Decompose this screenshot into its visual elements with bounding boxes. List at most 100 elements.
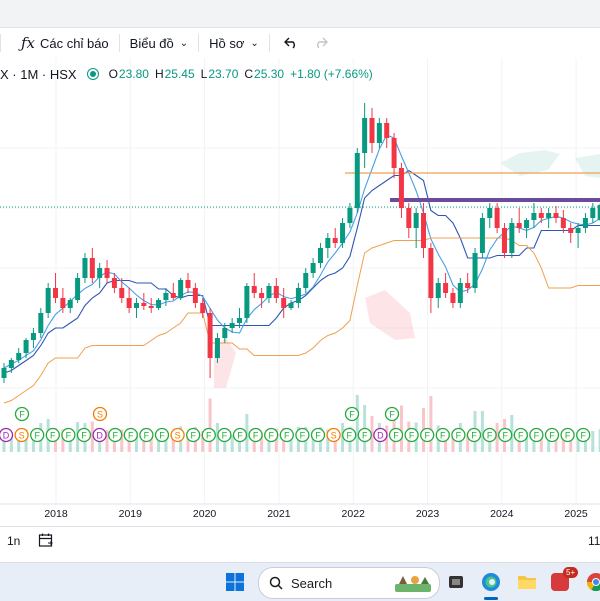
candle-body (473, 253, 478, 288)
candle-body (259, 293, 264, 298)
event-badge-label: F (456, 431, 462, 441)
browser-top-strip (0, 0, 600, 28)
range-1y-button[interactable]: 1n (7, 534, 20, 548)
candle-body (296, 288, 301, 303)
candle-body (9, 360, 14, 368)
candle (554, 206, 559, 223)
candle-body (480, 218, 485, 253)
candle (436, 278, 441, 308)
candle (458, 278, 463, 308)
candle (303, 268, 308, 293)
candle-body (252, 286, 257, 293)
indicators-button[interactable]: ƒx Các chỉ báo (15, 28, 115, 58)
candle-body (38, 313, 43, 333)
event-badge-label: F (393, 431, 399, 441)
event-badge: F (16, 408, 29, 421)
volume-bar (400, 406, 403, 453)
date-range-icon[interactable] (38, 532, 54, 551)
event-badge: F (46, 429, 59, 442)
candle-body (546, 213, 551, 218)
event-badge-label: F (502, 431, 508, 441)
candle-body (487, 208, 492, 218)
search-placeholder: Search (291, 576, 332, 591)
close-key: C (244, 67, 253, 81)
file-explorer-icon[interactable] (517, 573, 537, 591)
event-badge-label: F (565, 431, 571, 441)
event-badge-label: F (346, 431, 352, 441)
profile-menu-button[interactable]: Hồ sơ ⌄ (203, 28, 265, 58)
notification-badge: 5+ (563, 567, 578, 578)
event-badge-label: F (362, 431, 368, 441)
event-badge-label: F (50, 431, 56, 441)
event-badge: F (280, 429, 293, 442)
event-badge: F (187, 429, 200, 442)
chart-toolbar: ƒx Các chỉ báo Biểu đồ ⌄ Hồ sơ ⌄ (0, 28, 600, 58)
candle (568, 223, 573, 243)
candle-body (163, 293, 168, 300)
event-badge: F (312, 429, 325, 442)
event-badge: S (171, 429, 184, 442)
candle (392, 133, 397, 178)
candle-body (289, 303, 294, 308)
candle (53, 273, 58, 303)
chrome-browser-icon[interactable] (586, 572, 600, 592)
candle-body (222, 328, 227, 338)
candle-body (517, 223, 522, 228)
event-badge-label: F (253, 431, 259, 441)
undo-button[interactable] (274, 28, 308, 58)
candle (421, 203, 426, 258)
candle-body (392, 138, 397, 168)
function-icon: ƒx (21, 34, 35, 52)
candle (274, 278, 279, 303)
candles (2, 103, 600, 383)
event-badge-label: F (237, 431, 243, 441)
candle (443, 273, 448, 298)
event-badge: F (468, 429, 481, 442)
windows-start-icon[interactable] (226, 573, 244, 591)
candle (406, 203, 411, 238)
candle-body (561, 218, 566, 228)
candle (414, 208, 419, 248)
candle (38, 308, 43, 338)
event-badge: F (386, 408, 399, 421)
candle (362, 103, 367, 168)
event-badge-label: F (518, 431, 524, 441)
event-badge-label: F (487, 431, 493, 441)
candle-body (215, 338, 220, 358)
candle-body (16, 353, 21, 360)
candle-body (325, 238, 330, 248)
x-axis-tick-label: 2023 (416, 508, 440, 520)
bottom-right-label: 11 (588, 534, 600, 548)
event-badge-label: F (440, 431, 446, 441)
candle-body (539, 213, 544, 218)
candle-body (568, 228, 573, 233)
event-badge-label: F (389, 410, 395, 420)
candle-body (112, 278, 117, 288)
event-badge: F (265, 429, 278, 442)
edge-browser-icon[interactable] (481, 572, 501, 592)
chart-menu-button[interactable]: Biểu đồ ⌄ (124, 28, 194, 58)
event-badge-label: F (349, 410, 355, 420)
candle (340, 218, 345, 248)
candle (590, 203, 595, 223)
x-axis-tick-label: 2018 (44, 508, 68, 520)
task-view-icon[interactable] (448, 574, 464, 590)
redo-button[interactable] (308, 28, 334, 58)
event-badge: S (94, 408, 107, 421)
chart-menu-label: Biểu đồ (130, 36, 174, 51)
candle (31, 328, 36, 348)
event-badge-label: D (96, 431, 103, 441)
chevron-down-icon: ⌄ (180, 38, 188, 49)
candle-body (355, 153, 360, 208)
candle (252, 273, 257, 298)
candle (428, 243, 433, 313)
taskbar-search-box[interactable]: Search (258, 567, 440, 599)
volume-bar (209, 399, 212, 453)
event-badge: F (249, 429, 262, 442)
symbol-label[interactable]: X · 1M · HSX (0, 67, 77, 82)
candle-body (178, 280, 183, 298)
event-badge-label: F (424, 431, 430, 441)
candle-body (193, 288, 198, 303)
candle-body (149, 306, 154, 308)
